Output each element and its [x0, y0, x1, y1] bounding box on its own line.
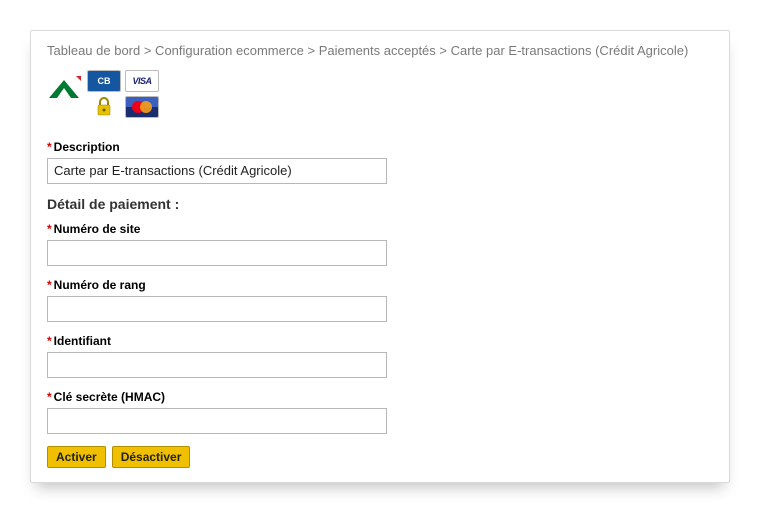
- required-marker: *: [47, 222, 52, 236]
- required-marker: *: [47, 278, 52, 292]
- hmac-row: *Clé secrète (HMAC): [47, 390, 713, 434]
- required-marker: *: [47, 334, 52, 348]
- site-number-row: *Numéro de site: [47, 222, 713, 266]
- description-label: *Description: [47, 140, 713, 154]
- rank-number-input[interactable]: [47, 296, 387, 322]
- required-marker: *: [47, 140, 52, 154]
- breadcrumb: Tableau de bord > Configuration ecommerc…: [47, 43, 713, 60]
- activate-button[interactable]: Activer: [47, 446, 106, 468]
- card-badges: CB VISA: [87, 70, 159, 118]
- site-number-label: *Numéro de site: [47, 222, 713, 236]
- identifier-input[interactable]: [47, 352, 387, 378]
- mastercard-badge-icon: [125, 96, 159, 118]
- hmac-input[interactable]: [47, 408, 387, 434]
- config-panel: Tableau de bord > Configuration ecommerc…: [30, 30, 730, 483]
- rank-number-label: *Numéro de rang: [47, 278, 713, 292]
- rank-number-row: *Numéro de rang: [47, 278, 713, 322]
- credit-agricole-logo: [47, 70, 81, 104]
- secure-lock-icon: [87, 96, 121, 118]
- deactivate-button[interactable]: Désactiver: [112, 446, 191, 468]
- site-number-input[interactable]: [47, 240, 387, 266]
- identifier-row: *Identifiant: [47, 334, 713, 378]
- hmac-label: *Clé secrète (HMAC): [47, 390, 713, 404]
- required-marker: *: [47, 390, 52, 404]
- payment-detail-heading: Détail de paiement :: [47, 196, 713, 212]
- visa-badge-icon: VISA: [125, 70, 159, 92]
- payment-logos: CB VISA: [47, 70, 713, 118]
- identifier-label: *Identifiant: [47, 334, 713, 348]
- description-input[interactable]: [47, 158, 387, 184]
- action-buttons: Activer Désactiver: [47, 446, 713, 468]
- cb-badge-icon: CB: [87, 70, 121, 92]
- description-row: *Description: [47, 140, 713, 184]
